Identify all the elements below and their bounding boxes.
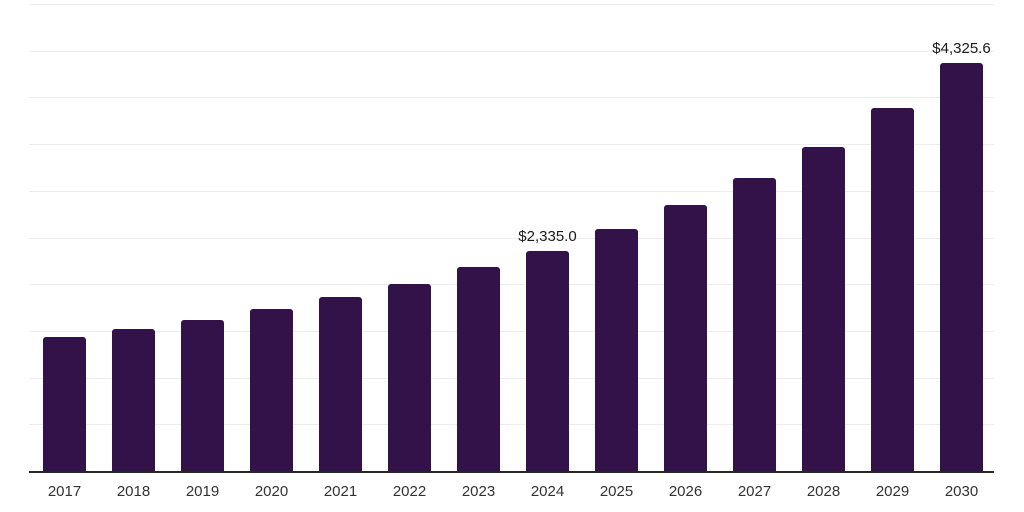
bar-2025 xyxy=(595,229,638,471)
gridline xyxy=(29,424,994,426)
x-axis-label-2026: 2026 xyxy=(668,483,703,500)
bar-value-label-2024: $2,335.0 xyxy=(518,228,577,245)
gridline xyxy=(29,237,994,239)
gridline xyxy=(29,144,994,146)
gridline xyxy=(29,97,994,99)
bar-2029 xyxy=(871,108,914,471)
bar-2030 xyxy=(940,63,983,471)
bar-2022 xyxy=(388,284,431,471)
bar-2028 xyxy=(802,147,845,471)
plot-area: $2,335.0 $4,325.6 xyxy=(29,4,994,473)
x-axis-label-2018: 2018 xyxy=(116,483,151,500)
x-axis-label-2028: 2028 xyxy=(806,483,841,500)
bar-2024 xyxy=(526,251,569,471)
bar-2019 xyxy=(181,320,224,471)
gridline xyxy=(29,50,994,52)
x-axis-label-2022: 2022 xyxy=(392,483,427,500)
bar-2018 xyxy=(112,329,155,471)
x-axis-label-2024: 2024 xyxy=(530,483,565,500)
x-axis-label-2020: 2020 xyxy=(254,483,289,500)
x-axis-label-2027: 2027 xyxy=(737,483,772,500)
bar-2017 xyxy=(43,337,86,471)
bar-2027 xyxy=(733,178,776,471)
x-axis: 2017 2018 2019 2020 2021 2022 2023 2024 2025 2026… xyxy=(0,483,1024,503)
gridline xyxy=(29,4,994,5)
gridline xyxy=(29,190,994,192)
x-axis-label-2017: 2017 xyxy=(47,483,82,500)
x-axis-label-2021: 2021 xyxy=(323,483,358,500)
gridline xyxy=(29,377,994,379)
gridline xyxy=(29,284,994,286)
x-axis-label-2025: 2025 xyxy=(599,483,634,500)
x-axis-label-2023: 2023 xyxy=(461,483,496,500)
bar-2020 xyxy=(250,309,293,471)
bar-2023 xyxy=(457,267,500,471)
x-axis-label-2019: 2019 xyxy=(185,483,220,500)
bar-value-label-2030: $4,325.6 xyxy=(932,40,991,57)
x-axis-label-2030: 2030 xyxy=(944,483,979,500)
x-axis-label-2029: 2029 xyxy=(875,483,910,500)
bar-2026 xyxy=(664,205,707,471)
gridline xyxy=(29,330,994,332)
bar-2021 xyxy=(319,297,362,471)
